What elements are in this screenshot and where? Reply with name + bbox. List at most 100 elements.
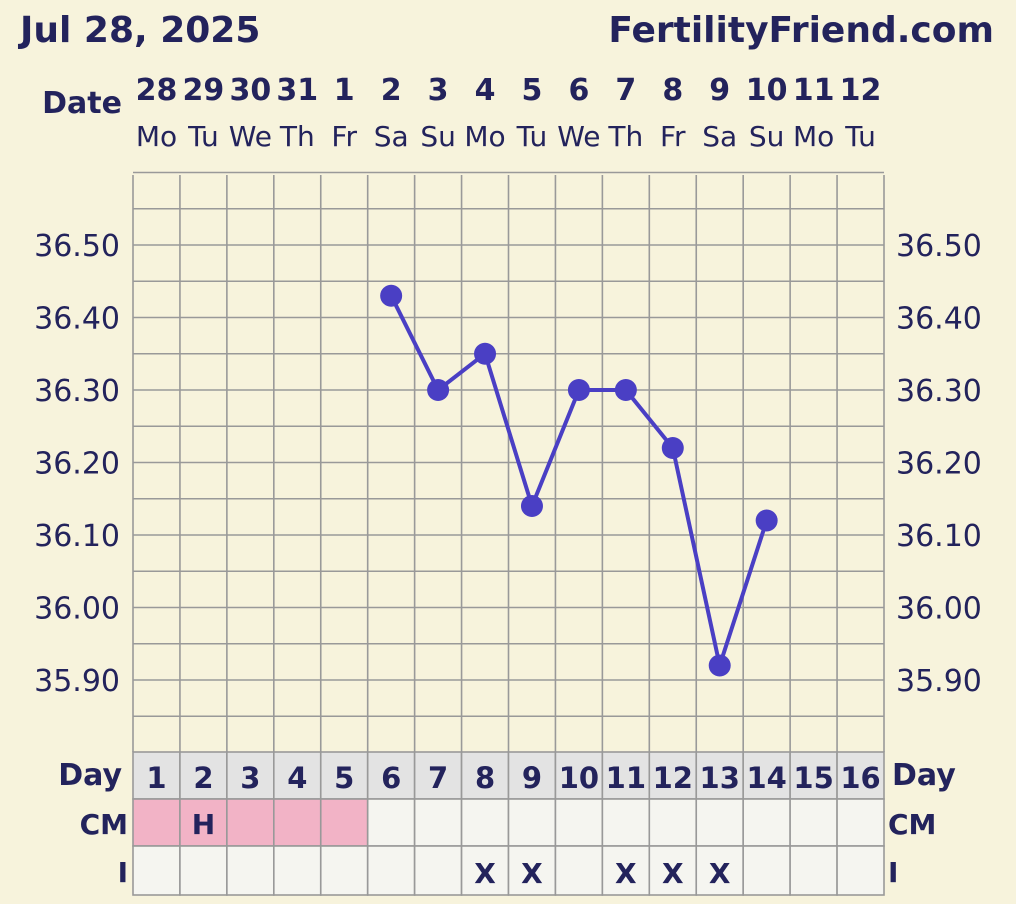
header-site: FertilityFriend.com [608,10,994,51]
x-tick-weekday: Mo [464,120,505,153]
cm-cell [273,798,322,847]
x-tick-weekday: We [229,120,272,153]
cm-cell [554,798,604,847]
cycle-day-label: 11 [606,761,646,795]
x-tick-weekday: We [557,120,600,153]
day-cell [319,751,369,800]
x-tick-weekday: Tu [516,120,548,153]
temperature-point [708,654,731,677]
date-row-label: Date [42,86,122,121]
cm-cell [319,798,369,847]
intercourse-cell [132,845,181,896]
temperature-point [661,437,684,459]
i-row-label-left: I [118,856,128,889]
cycle-day-label: 13 [700,761,740,795]
x-tick-weekday: Th [279,120,315,153]
x-tick-date: 12 [840,73,882,108]
cycle-day-label: 3 [240,761,260,795]
cycle-day-label: 12 [653,761,693,795]
cycle-day-label: 8 [475,761,495,795]
intercourse-cell [226,845,275,896]
cycle-day-label: 1 [146,761,166,795]
cm-cell [742,798,791,847]
cm-cell [179,798,228,847]
y-tick-label-right: 36.30 [896,374,982,409]
cycle-day-label: 10 [559,761,599,795]
x-tick-date: 10 [746,73,788,108]
cycle-day-label: 4 [287,761,307,795]
y-tick-label-left: 36.30 [34,374,120,409]
y-tick-label-right: 36.20 [896,447,982,482]
cm-cell [366,798,416,847]
x-tick-date: 7 [615,73,636,108]
intercourse-mark: X [709,857,731,890]
x-tick-date: 29 [183,73,225,108]
day-row-label-right: Day [892,758,956,793]
y-tick-label-left: 36.00 [34,592,120,627]
temperature-point [567,379,590,401]
day-cell [836,751,885,800]
cm-cell [132,798,181,847]
x-tick-date: 1 [334,73,355,108]
temperature-point [520,495,543,517]
cm-cell [789,798,838,847]
x-tick-weekday: Mo [793,120,834,153]
cm-cell [695,798,744,847]
day-cell [460,751,510,800]
intercourse-cell [789,845,838,896]
y-tick-label-right: 35.90 [896,664,982,699]
intercourse-cell [554,845,604,896]
x-tick-date: 4 [475,73,496,108]
x-tick-weekday: Mo [136,120,177,153]
cm-cell [507,798,557,847]
temperature-point [755,509,778,532]
intercourse-cell [319,845,369,896]
x-tick-weekday: Tu [844,120,876,153]
intercourse-cell [366,845,416,896]
y-tick-label-right: 36.10 [896,519,982,554]
x-tick-weekday: Su [420,120,456,153]
grid [132,171,885,754]
x-tick-weekday: Th [607,120,643,153]
cycle-day-label: 5 [334,761,354,795]
bottom-rows: 1 2 H3 4 5 6 7 8 X 9 X 10 11 X 12 X 13 X 14 15 16 [132,751,885,896]
temperature-point [474,342,497,365]
cm-value: H [192,808,215,841]
day-cell [554,751,604,800]
day-cell [648,751,698,800]
y-tick-label-left: 36.20 [34,447,120,482]
day-cell [366,751,416,800]
y-tick-label-right: 36.40 [896,302,982,337]
cycle-day-label: 7 [428,761,448,795]
intercourse-cell [179,845,228,896]
intercourse-cell [413,845,463,896]
intercourse-mark: X [615,857,637,890]
x-tick-date: 3 [428,73,449,108]
x-tick-weekday: Sa [702,120,737,153]
y-tick-label-left: 36.40 [34,302,120,337]
day-cell [742,751,791,800]
x-tick-date: 6 [568,73,589,108]
x-tick-date: 30 [229,73,271,108]
day-cell [132,751,181,800]
i-row-label-right: I [888,856,898,889]
intercourse-mark: X [662,857,684,890]
y-tick-label-left: 35.90 [34,664,120,699]
cm-row-label-left: CM [80,808,128,841]
cm-cell [648,798,698,847]
cycle-day-label: 6 [381,761,401,795]
cm-cell [836,798,885,847]
cm-cell [460,798,510,847]
cycle-day-label: 2 [193,761,213,795]
y-tick-label-left: 36.10 [34,519,120,554]
temperature-point [614,379,637,401]
temperature-point [380,284,403,307]
cm-row-label-right: CM [888,808,936,841]
cycle-day-label: 16 [840,761,880,795]
x-tick-weekday: Sa [374,120,409,153]
cycle-day-label: 15 [793,761,833,795]
cycle-day-label: 14 [746,761,786,795]
y-tick-label-left: 36.50 [34,229,120,264]
